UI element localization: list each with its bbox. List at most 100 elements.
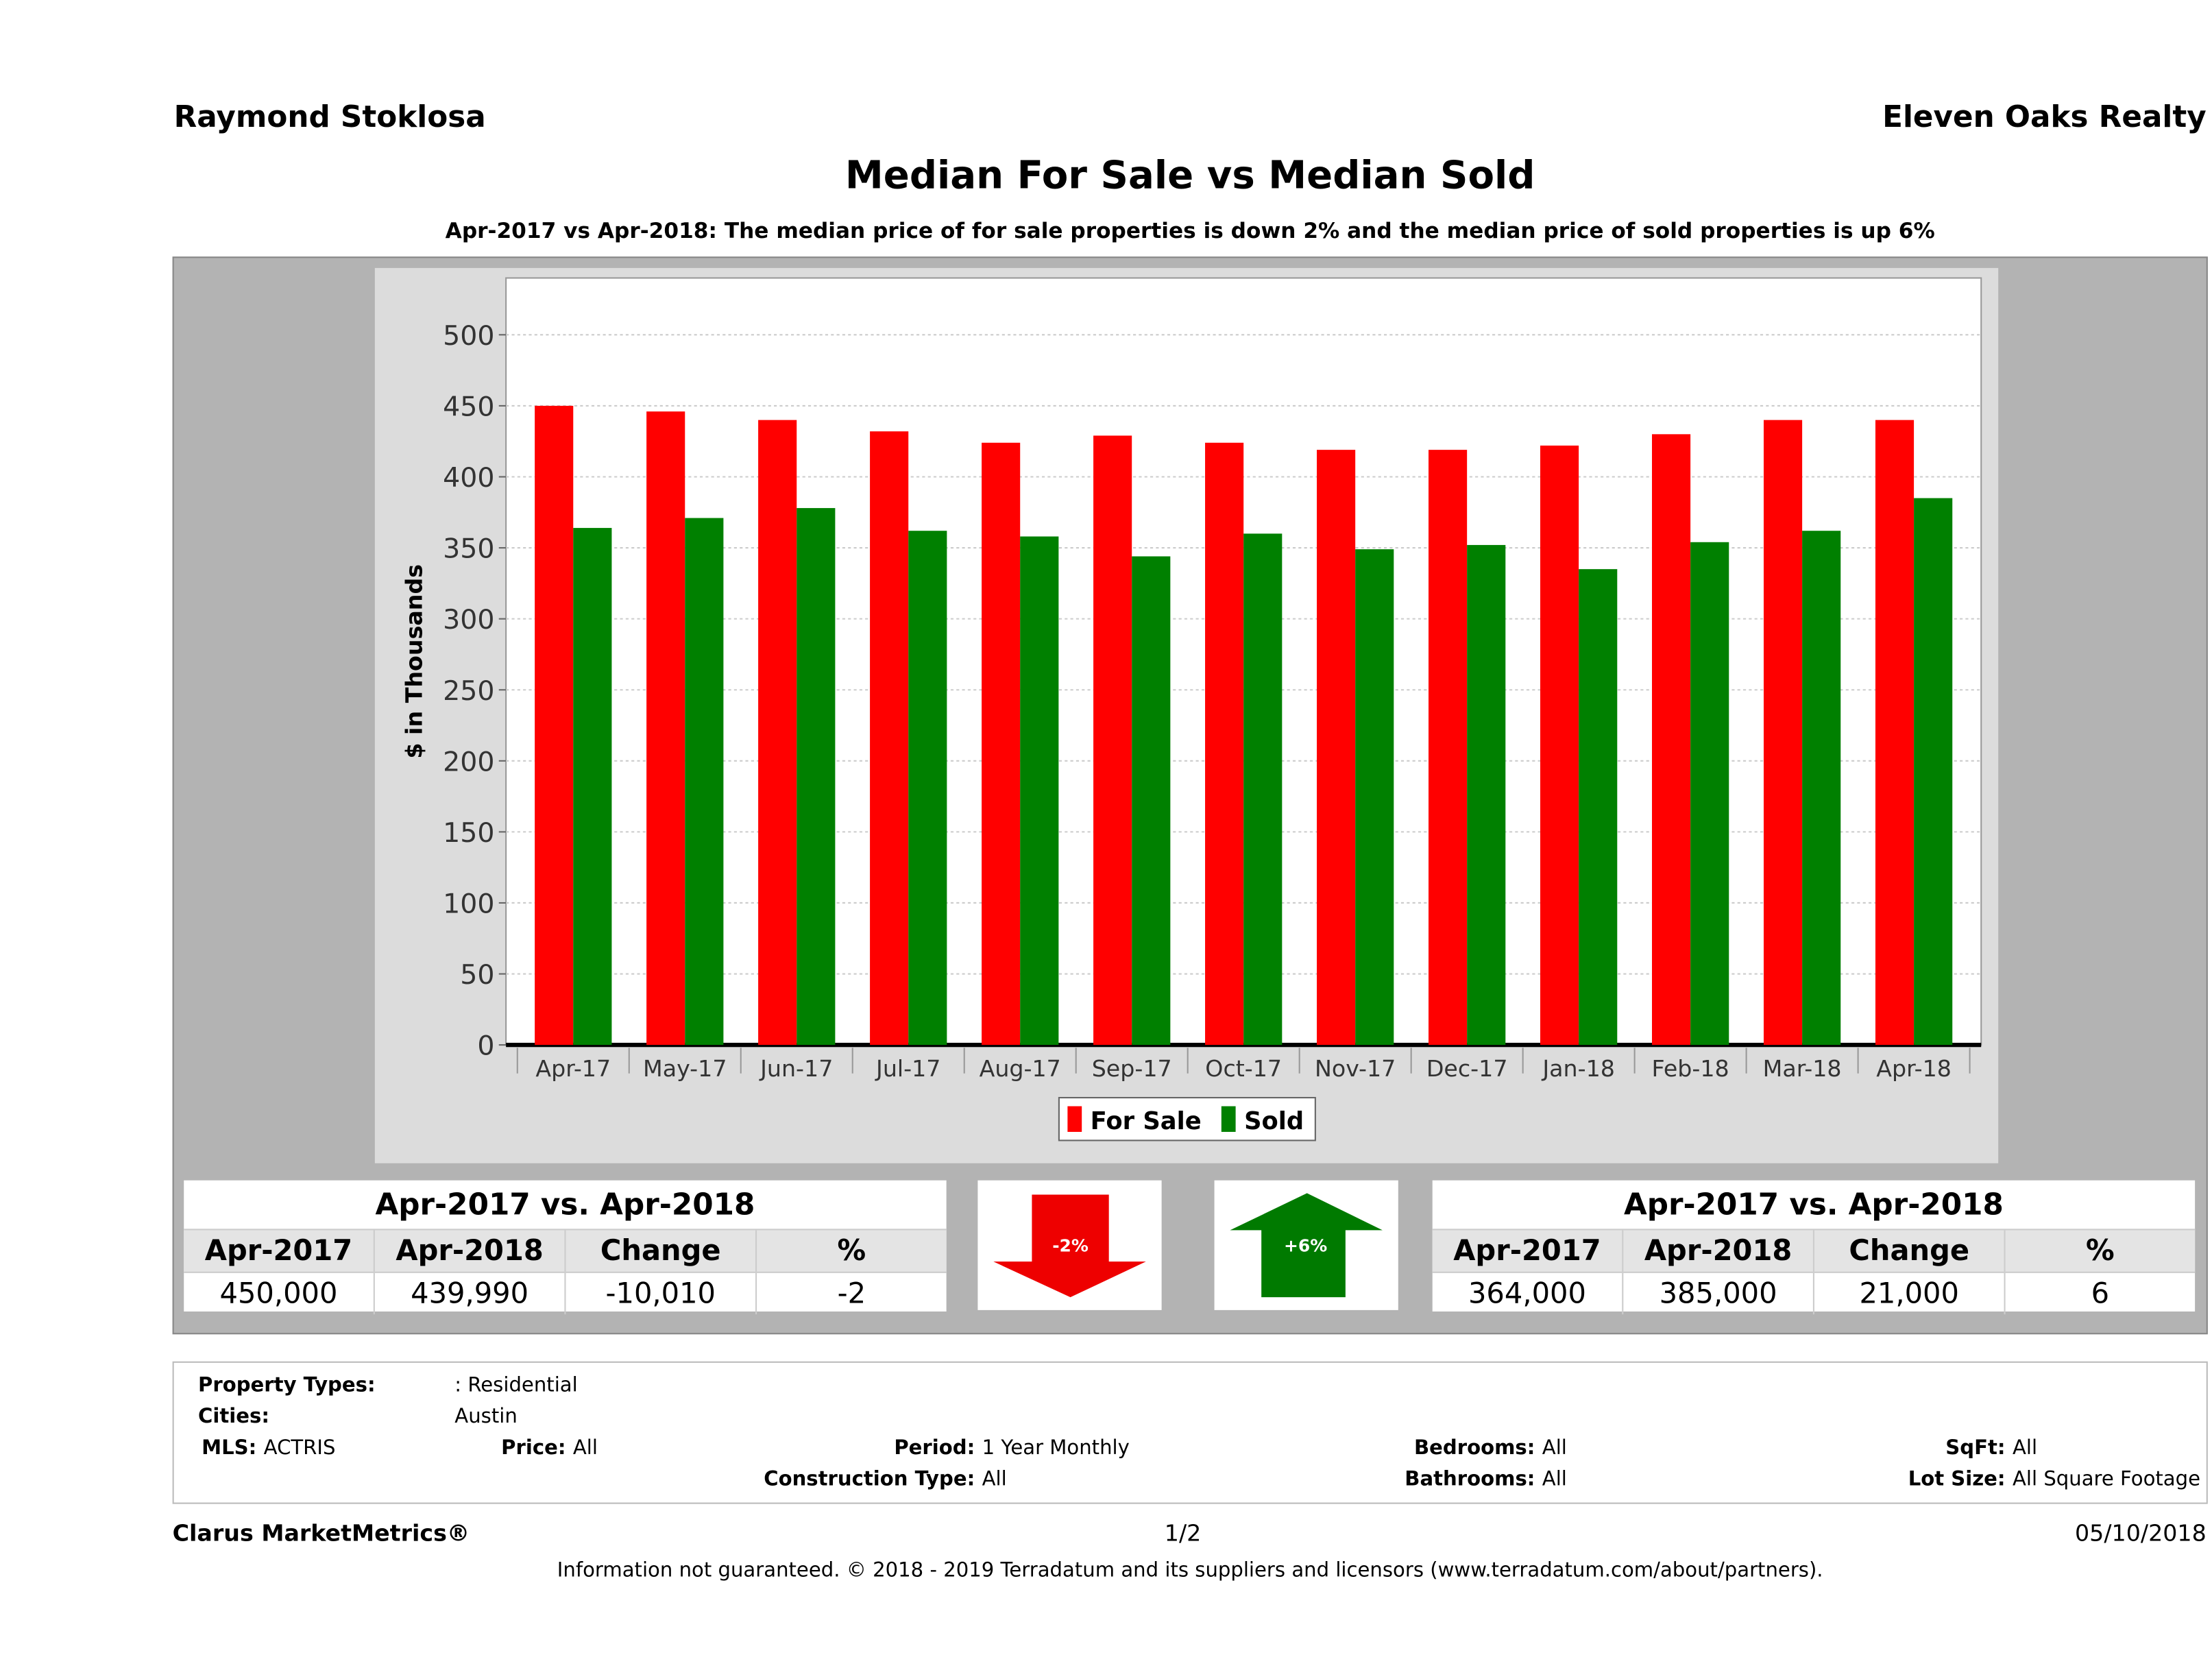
up-arrow-box: +6% xyxy=(1214,1180,1398,1310)
filter-label: SqFt: xyxy=(1945,1436,2006,1460)
filter-value: ACTRIS xyxy=(263,1436,336,1460)
for-sale-bar xyxy=(982,442,1021,1046)
sold-bar xyxy=(797,508,836,1046)
for-sale-bar xyxy=(1093,435,1132,1046)
up-arrow-icon: +6% xyxy=(1230,1193,1383,1298)
table-cell: -10,010 xyxy=(566,1272,757,1315)
page-number: 1/2 xyxy=(1164,1519,1202,1547)
sold-bar xyxy=(685,518,724,1046)
y-tick-label: 200 xyxy=(443,746,494,777)
report-date: 05/10/2018 xyxy=(2075,1519,2207,1547)
agent-name: Raymond Stoklosa xyxy=(173,99,486,134)
filter-price: Price: All xyxy=(501,1436,598,1460)
y-tick-label: 400 xyxy=(443,462,494,494)
legend-label: For Sale xyxy=(1091,1107,1202,1135)
sold-bar xyxy=(1132,556,1171,1046)
y-tick-label: 350 xyxy=(443,533,494,565)
table-header-row: Apr-2017 Apr-2018 Change % xyxy=(184,1229,947,1273)
y-tick-label: 500 xyxy=(443,320,494,352)
filter-value: All xyxy=(1542,1468,1567,1491)
x-tick-label: Aug-17 xyxy=(980,1055,1061,1082)
filter-label: Bathrooms: xyxy=(1405,1468,1535,1491)
filter-value: All xyxy=(1542,1436,1567,1460)
filter-value: All xyxy=(572,1436,598,1460)
filter-label: Price: xyxy=(501,1436,566,1460)
filter-value: 1 Year Monthly xyxy=(982,1436,1130,1460)
legend-swatch-sold xyxy=(1221,1106,1236,1132)
header-cell: % xyxy=(837,1233,866,1268)
sold-bar xyxy=(1243,533,1283,1046)
down-arrow-box: -2% xyxy=(977,1180,1162,1310)
filter-label: Period: xyxy=(894,1436,975,1460)
for-sale-comparison-table: Apr-2017 vs. Apr-2018 Apr-2017 Apr-2018 … xyxy=(184,1180,947,1315)
sold-bar xyxy=(1914,498,1953,1046)
legend-label: Sold xyxy=(1244,1107,1304,1135)
x-tick-label: Jul-17 xyxy=(875,1055,940,1082)
header-cell: Change xyxy=(566,1230,757,1272)
table-caption: Apr-2017 vs. Apr-2018 xyxy=(375,1187,755,1222)
table-row: 364,000 385,000 21,000 6 xyxy=(1433,1272,2195,1315)
filter-value: : Residential xyxy=(454,1374,578,1397)
header-cell: Change xyxy=(1814,1230,2006,1272)
filter-sqft: SqFt: All xyxy=(1945,1437,2037,1460)
table-header-row: Apr-2017 Apr-2018 Change % xyxy=(1432,1229,2196,1273)
table-cell: 450,000 xyxy=(184,1272,375,1315)
sold-bar xyxy=(1690,542,1729,1046)
for-sale-bar xyxy=(1429,450,1468,1046)
sold-bar xyxy=(573,528,612,1046)
page-subtitle: Apr-2017 vs Apr-2018: The median price o… xyxy=(445,218,1935,244)
x-tick-label: Apr-18 xyxy=(1876,1055,1952,1082)
x-tick-label: Apr-17 xyxy=(535,1055,611,1082)
filter-value: Austin xyxy=(454,1405,518,1429)
filter-value: All xyxy=(982,1468,1007,1491)
filter-label: Construction Type: xyxy=(764,1468,975,1491)
footer-brand: Clarus MarketMetrics® xyxy=(172,1519,470,1547)
sold-bar xyxy=(1579,569,1618,1046)
filter-mls: MLS: ACTRIS xyxy=(202,1436,336,1460)
for-sale-bar xyxy=(758,420,797,1046)
sold-comparison-table: Apr-2017 vs. Apr-2018 Apr-2017 Apr-2018 … xyxy=(1432,1180,2196,1315)
x-tick-label: Mar-18 xyxy=(1763,1055,1842,1082)
table-caption: Apr-2017 vs. Apr-2018 xyxy=(1623,1187,2004,1222)
filter-bathrooms: Bathrooms: All xyxy=(1405,1468,1567,1491)
sold-bar xyxy=(1802,531,1841,1046)
filter-value: All Square Footage xyxy=(2012,1468,2201,1491)
y-tick-label: 450 xyxy=(443,391,494,422)
filter-label: Property Types: xyxy=(198,1374,376,1397)
for-sale-bar xyxy=(1651,434,1691,1046)
page-title: Median For Sale vs Median Sold xyxy=(844,154,1535,199)
sold-bar xyxy=(1020,536,1059,1046)
y-tick-label: 250 xyxy=(443,675,494,707)
for-sale-bar xyxy=(646,411,685,1046)
x-tick-label: May-17 xyxy=(643,1055,727,1082)
header-cell: Apr-2017 xyxy=(1433,1230,1624,1272)
y-tick-label: 100 xyxy=(443,889,494,920)
sold-bar xyxy=(1467,544,1506,1046)
header-cell: Apr-2017 xyxy=(184,1230,375,1272)
x-tick-label: Feb-18 xyxy=(1652,1055,1729,1082)
up-arrow-label: +6% xyxy=(1284,1236,1327,1256)
filter-lot-size: Lot Size: All Square Footage xyxy=(1908,1468,2201,1491)
filter-label: Cities: xyxy=(198,1405,269,1429)
y-tick-label: 0 xyxy=(477,1030,494,1062)
table-cell: 6 xyxy=(2091,1275,2110,1310)
table-cell: 385,000 xyxy=(1623,1272,1814,1315)
x-tick-label: Jan-18 xyxy=(1541,1055,1615,1082)
x-tick-label: Nov-17 xyxy=(1315,1055,1396,1082)
legend-box xyxy=(1058,1097,1316,1142)
header-cell: Apr-2018 xyxy=(1623,1230,1814,1272)
table-cell: 21,000 xyxy=(1814,1272,2006,1315)
y-tick-label: 300 xyxy=(443,604,494,636)
for-sale-bar xyxy=(1540,445,1579,1046)
down-arrow-icon: -2% xyxy=(993,1194,1146,1298)
x-tick-label: Dec-17 xyxy=(1426,1055,1508,1082)
table-cell: 364,000 xyxy=(1433,1272,1624,1315)
x-tick-label: Oct-17 xyxy=(1205,1055,1282,1082)
filter-label: Lot Size: xyxy=(1908,1468,2006,1491)
for-sale-bar xyxy=(1317,450,1356,1046)
for-sale-bar xyxy=(535,405,574,1046)
y-axis-label: $ in Thousands xyxy=(400,564,427,759)
x-tick-label: Sep-17 xyxy=(1092,1055,1172,1082)
bar-chart: 0 50 100 150 200 250 300 350 400 450 500 Apr-17 May-… xyxy=(400,277,1982,1142)
header-cell: Apr-2018 xyxy=(375,1230,566,1272)
